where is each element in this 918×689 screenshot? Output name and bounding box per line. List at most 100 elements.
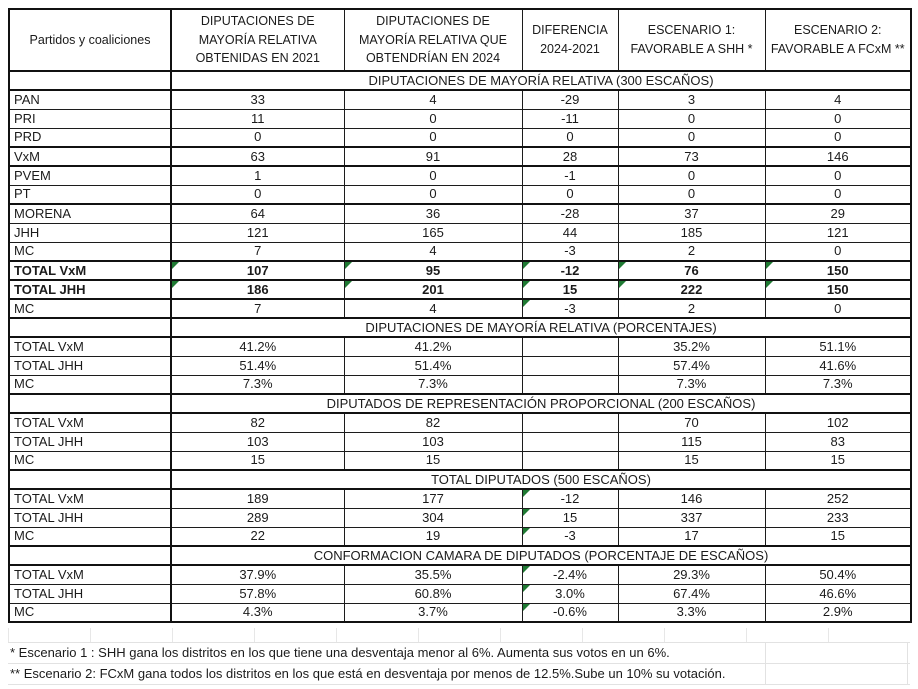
table-row: TOTAL JHH 103 103 115 83 [8, 431, 912, 452]
value-cell: 41.6% [764, 355, 912, 376]
row-label: JHH [8, 222, 172, 243]
value-cell: 0 [617, 127, 766, 148]
value-cell: 60.8% [343, 583, 523, 604]
value-cell: 1 [170, 165, 345, 186]
value-cell: 70 [617, 412, 766, 433]
spreadsheet-gridlines [8, 628, 910, 643]
value-cell: 0 [521, 127, 619, 148]
value-cell: 201 [343, 279, 523, 300]
value-cell [521, 374, 619, 395]
value-cell: 44 [521, 222, 619, 243]
row-label: TOTAL VxM [8, 260, 172, 281]
table-row: TOTAL JHH 57.8% 60.8% 3.0% 67.4% 46.6% [8, 583, 912, 604]
table-row: TOTAL VxM 189 177 -12 146 252 [8, 488, 912, 509]
value-cell [521, 412, 619, 433]
value-cell: 177 [343, 488, 523, 509]
section-header-empty-cell [8, 70, 172, 91]
footnote-escenario-1: * Escenario 1 : SHH gana los distritos e… [8, 643, 910, 664]
value-cell: 82 [343, 412, 523, 433]
value-cell: 304 [343, 507, 523, 528]
table-row: PAN 33 4 -29 3 4 [8, 89, 912, 110]
row-label: MC [8, 374, 172, 395]
value-cell: 103 [343, 431, 523, 452]
value-cell: 4 [343, 241, 523, 262]
value-cell: 4 [343, 298, 523, 319]
section-header-row: DIPUTACIONES DE MAYORÍA RELATIVA (300 ES… [8, 70, 912, 91]
value-cell: 146 [617, 488, 766, 509]
column-header-partidos: Partidos y coaliciones [8, 8, 172, 72]
table-row: PRD 0 0 0 0 0 [8, 127, 912, 148]
value-cell: 2 [617, 298, 766, 319]
value-cell: 64 [170, 203, 345, 224]
table-row: MC 7 4 -3 2 0 [8, 241, 912, 262]
table-row: PRI 11 0 -11 0 0 [8, 108, 912, 129]
value-cell: 67.4% [617, 583, 766, 604]
section-header-empty-cell [8, 545, 172, 566]
value-cell: 36 [343, 203, 523, 224]
table-row: TOTAL VxM 107 95 -12 76 150 [8, 260, 912, 281]
value-cell: 4 [343, 89, 523, 110]
gridline [907, 664, 908, 684]
value-cell: 15 [617, 450, 766, 471]
value-cell: 3 [617, 89, 766, 110]
value-cell: 17 [617, 526, 766, 547]
value-cell: 0 [170, 127, 345, 148]
table-row: TOTAL VxM 37.9% 35.5% -2.4% 29.3% 50.4% [8, 564, 912, 585]
value-cell: -2.4% [521, 564, 619, 585]
value-cell: -29 [521, 89, 619, 110]
table-row: PVEM 1 0 -1 0 0 [8, 165, 912, 186]
value-cell: 35.5% [343, 564, 523, 585]
value-cell: 4 [764, 89, 912, 110]
row-label: MORENA [8, 203, 172, 224]
row-label: TOTAL JHH [8, 583, 172, 604]
value-cell: 11 [170, 108, 345, 129]
value-cell: 51.4% [343, 355, 523, 376]
value-cell: -1 [521, 165, 619, 186]
value-cell: 0 [764, 127, 912, 148]
value-cell: 15 [764, 526, 912, 547]
section-header-row: DIPUTACIONES DE MAYORÍA RELATIVA (PORCEN… [8, 317, 912, 338]
value-cell: 15 [343, 450, 523, 471]
gridline [907, 643, 908, 663]
value-cell: 107 [170, 260, 345, 281]
value-cell: 51.1% [764, 336, 912, 357]
value-cell: 222 [617, 279, 766, 300]
row-label: TOTAL VxM [8, 564, 172, 585]
value-cell: 0 [343, 108, 523, 129]
value-cell: 0 [343, 165, 523, 186]
value-cell: 7.3% [343, 374, 523, 395]
column-header-4: ESCENARIO 2: FAVORABLE A FCxM ** [764, 8, 912, 72]
table-row: JHH 121 165 44 185 121 [8, 222, 912, 243]
value-cell: 37.9% [170, 564, 345, 585]
section-title: TOTAL DIPUTADOS (500 ESCAÑOS) [170, 469, 912, 490]
column-header-2: DIFERENCIA 2024-2021 [521, 8, 619, 72]
value-cell: 0 [764, 298, 912, 319]
footnotes-area: * Escenario 1 : SHH gana los distritos e… [8, 628, 910, 685]
table-row: TOTAL VxM 41.2% 41.2% 35.2% 51.1% [8, 336, 912, 357]
table-row: TOTAL JHH 289 304 15 337 233 [8, 507, 912, 528]
value-cell: 46.6% [764, 583, 912, 604]
table-row: VxM 63 91 28 73 146 [8, 146, 912, 167]
value-cell: -28 [521, 203, 619, 224]
value-cell: 76 [617, 260, 766, 281]
row-label: PRD [8, 127, 172, 148]
value-cell: 3.7% [343, 602, 523, 623]
row-label: TOTAL JHH [8, 279, 172, 300]
value-cell: 0 [617, 108, 766, 129]
value-cell: 29 [764, 203, 912, 224]
row-label: PT [8, 184, 172, 205]
value-cell: 82 [170, 412, 345, 433]
footnote-text: ** Escenario 2: FCxM gana todos los dist… [10, 666, 726, 681]
value-cell: 0 [764, 108, 912, 129]
footnote-escenario-2: ** Escenario 2: FCxM gana todos los dist… [8, 664, 910, 685]
value-cell: 146 [764, 146, 912, 167]
value-cell: 15 [521, 279, 619, 300]
value-cell: 41.2% [170, 336, 345, 357]
value-cell: 150 [764, 279, 912, 300]
row-label: MC [8, 298, 172, 319]
value-cell: 186 [170, 279, 345, 300]
row-label: PRI [8, 108, 172, 129]
section-header-empty-cell [8, 317, 172, 338]
table-row: MC 22 19 -3 17 15 [8, 526, 912, 547]
value-cell: -11 [521, 108, 619, 129]
